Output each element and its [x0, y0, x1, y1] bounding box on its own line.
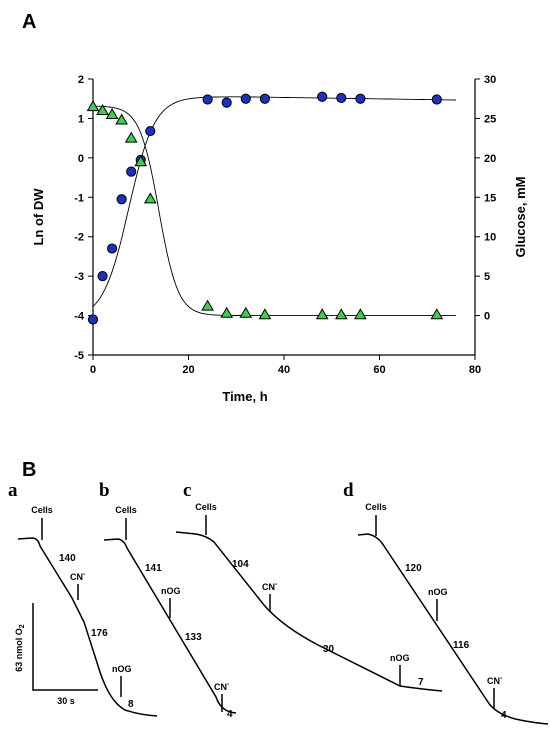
dw-point	[259, 93, 270, 104]
x-tick-label: 40	[278, 364, 290, 376]
trace-c-cells: Cells	[195, 502, 217, 512]
dw-point	[336, 92, 347, 104]
y-tick-label: -5	[74, 350, 84, 362]
trace-b-rate-3: 4	[227, 709, 233, 720]
y2-tick-label: 15	[484, 192, 496, 204]
y2-tick-label: 30	[484, 74, 496, 86]
oxygen-traces: 63 nmol O2 30 s a Cells 140 CN- 176 nOG …	[8, 480, 549, 725]
y-tick-label: 2	[78, 74, 84, 86]
dw-point	[116, 194, 127, 205]
y2-tick-label: 0	[484, 311, 490, 323]
x-axis-title: Time, h	[222, 389, 267, 404]
trace-a-cn: CN-	[70, 571, 86, 582]
trace-d-cells: Cells	[365, 502, 387, 512]
x-tick-label: 80	[469, 364, 481, 376]
glucose-point	[220, 306, 234, 318]
trace-a-line	[17, 537, 158, 717]
panel-a-label: A	[22, 11, 36, 33]
x-tick-label: 60	[373, 364, 385, 376]
glucose-point	[124, 131, 138, 143]
trace-a-nog: nOG	[112, 664, 132, 674]
dw-point	[240, 93, 251, 104]
glucose-point	[105, 107, 119, 119]
dw-point	[97, 271, 108, 282]
glucose-point	[315, 308, 329, 320]
glucose-point	[86, 100, 100, 112]
y-tick-label: 1	[78, 113, 84, 125]
dw-point	[126, 166, 137, 177]
glucose-point	[430, 308, 444, 320]
dw-point	[355, 93, 366, 104]
trace-d-line	[357, 533, 549, 725]
trace-b-line	[103, 538, 237, 714]
dw-fit-curve	[92, 96, 456, 307]
trace-b-letter: b	[99, 480, 110, 501]
panel-b-label: B	[22, 459, 36, 481]
trace-b-rate-1: 141	[145, 563, 162, 574]
trace-a-rate-2: 176	[91, 628, 108, 639]
oxygen-scale-label: 63 nmol O2	[14, 624, 26, 672]
y-tick-label: -2	[74, 232, 84, 244]
glucose-point	[143, 192, 157, 204]
trace-c-line	[175, 531, 443, 692]
dw-point	[202, 94, 213, 105]
trace-c-nog: nOG	[390, 653, 410, 663]
trace-d-rate-2: 116	[453, 640, 470, 651]
dw-point	[221, 97, 232, 108]
y2-tick-label: 20	[484, 153, 496, 165]
trace-c-cn: CN-	[262, 581, 278, 592]
dw-point	[87, 314, 99, 325]
y-tick-label: -1	[74, 192, 84, 204]
trace-a-rate-1: 140	[59, 553, 76, 564]
trace-d-rate-1: 120	[405, 563, 422, 574]
glucose-point	[354, 308, 367, 320]
y-tick-label: -3	[74, 271, 84, 283]
y2-tick-label: 25	[484, 113, 496, 125]
trace-a-cells: Cells	[31, 505, 53, 515]
right-y-axis-title: Glucose, mM	[513, 177, 528, 258]
trace-a-rate-3: 8	[128, 699, 134, 710]
trace-c-rate-2: 30	[323, 644, 335, 655]
dw-point	[107, 243, 118, 254]
y-tick-label: 0	[78, 153, 84, 165]
trace-b-cn: CN-	[214, 681, 230, 692]
trace-a-letter: a	[8, 480, 18, 501]
trace-b-rate-2: 133	[185, 632, 202, 643]
glucose-fit-curve	[92, 105, 456, 317]
y2-tick-label: 5	[484, 271, 490, 283]
glucose-point	[115, 113, 129, 125]
glucose-point	[96, 104, 109, 116]
dw-point	[317, 91, 328, 102]
dw-point	[145, 125, 156, 137]
trace-c-rate-1: 104	[232, 559, 249, 570]
x-tick-label: 20	[182, 364, 194, 376]
left-y-axis-title: Ln of DW	[31, 188, 46, 246]
data-points	[86, 91, 444, 325]
trace-d-cn: CN-	[487, 675, 503, 686]
trace-b-nog: nOG	[161, 586, 181, 596]
y2-tick-label: 10	[484, 232, 496, 244]
y-tick-label: -4	[74, 311, 85, 323]
glucose-point	[334, 308, 348, 320]
trace-c-rate-3: 7	[418, 677, 424, 688]
trace-d-nog: nOG	[428, 587, 448, 597]
x-tick-label: 0	[90, 364, 96, 376]
trace-d-rate-3: 4	[501, 710, 507, 721]
dw-point	[431, 94, 442, 105]
trace-d-letter: d	[343, 480, 354, 501]
glucose-point	[239, 306, 253, 318]
scale-bar	[32, 603, 98, 691]
glucose-point	[258, 308, 272, 320]
trace-b-cells: Cells	[115, 505, 137, 515]
glucose-point	[134, 155, 148, 167]
trace-c-letter: c	[183, 480, 191, 501]
glucose-point	[201, 299, 214, 311]
time-scale-label: 30 s	[57, 696, 75, 706]
